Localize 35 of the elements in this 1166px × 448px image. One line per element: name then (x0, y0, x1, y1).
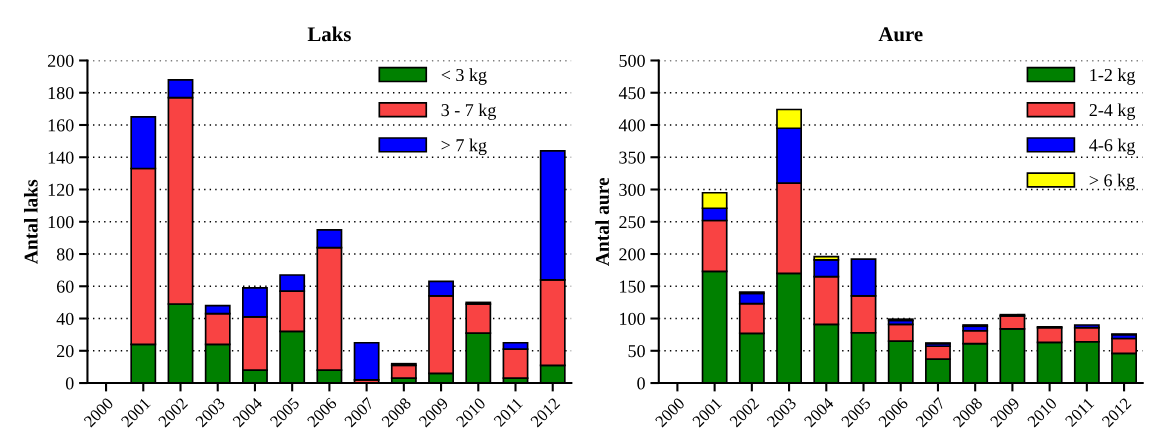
y-tick-label: 200 (619, 248, 645, 261)
y-tick-label: 40 (56, 312, 74, 325)
y-tick-label: 180 (48, 86, 74, 100)
y-tick-label: 400 (618, 119, 645, 132)
y-tick-label: 20 (56, 345, 74, 358)
y-tick-label: 0 (65, 377, 74, 390)
y-tick-label: 100 (48, 216, 74, 229)
legend-label: 3 - 7 kg (441, 103, 497, 120)
chart-title: Laks (307, 26, 351, 42)
chart-title: Aure (878, 27, 923, 42)
y-tick-label: 500 (619, 54, 645, 67)
y-tick-label: 450 (618, 86, 645, 100)
y-tick-label: 120 (48, 183, 74, 196)
legend-label: 1-2 kg (1090, 68, 1136, 85)
y-tick-label: 200 (47, 54, 74, 67)
y-axis-title: Antal laks (23, 179, 38, 264)
y-tick-label: 60 (56, 280, 74, 293)
y-tick-label: 300 (619, 183, 645, 196)
y-tick-label: 150 (620, 280, 645, 293)
x-tick-label: 2011 (1064, 397, 1095, 428)
y-tick-label: 140 (48, 151, 74, 164)
y-tick-label: 80 (56, 248, 74, 261)
legend-label: > 7 kg (441, 138, 487, 156)
legend-label: 2-4 kg (1089, 103, 1136, 120)
legend-label: < 3 kg (441, 68, 487, 85)
y-tick-label: 350 (619, 151, 645, 164)
y-tick-label: 0 (637, 377, 645, 390)
y-tick-label: 160 (48, 119, 74, 132)
y-tick-label: 100 (620, 312, 645, 325)
x-tick-label: 2011 (493, 397, 524, 428)
y-tick-label: 250 (619, 216, 645, 229)
legend-label: 4-6 kg (1089, 138, 1136, 156)
legend-label: > 6 kg (1089, 173, 1135, 191)
y-axis-title: Antal aure (595, 177, 610, 266)
y-tick-label: 50 (628, 345, 645, 358)
